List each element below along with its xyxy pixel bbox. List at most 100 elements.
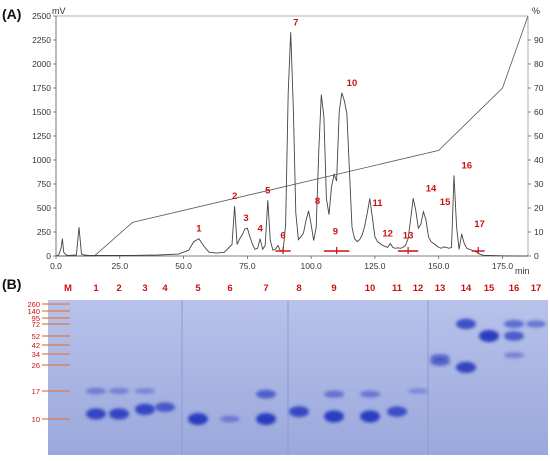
- marker-label: 42: [32, 341, 40, 350]
- lane-label: 13: [435, 283, 446, 294]
- peak-label: 16: [461, 160, 472, 171]
- y-tick-label: 1750: [32, 83, 51, 93]
- x-tick-label: 175.0: [492, 261, 514, 271]
- lane-label: 9: [331, 283, 336, 294]
- y2-tick-label: 40: [534, 155, 544, 165]
- peak-label: 3: [243, 213, 248, 224]
- gel-band: [188, 413, 208, 425]
- y2-tick-label: 60: [534, 107, 544, 117]
- peak-label: 15: [440, 197, 451, 208]
- lane-label: 12: [413, 283, 424, 294]
- y-tick-label: 0: [46, 251, 51, 261]
- lane-labels: M 1 2 3 4 5 6 7 8 9 10 11 12 13 14 15 16 17: [64, 283, 541, 294]
- lane-label: 16: [509, 283, 520, 294]
- gradient-line: [56, 15, 529, 257]
- y-tick-label: 750: [37, 179, 51, 189]
- y-tick-label: 500: [37, 203, 51, 213]
- gel-bands: [86, 318, 546, 425]
- x-tick-label: 150.0: [428, 261, 450, 271]
- gel-band: [324, 410, 344, 423]
- peak-label: 4: [257, 224, 263, 235]
- lane-label: 15: [484, 283, 495, 294]
- peak-label: 8: [315, 196, 320, 207]
- gel-band: [220, 415, 240, 423]
- marker-label: 10: [32, 415, 40, 424]
- lane-label: 1: [93, 283, 99, 294]
- gel-band: [256, 389, 276, 399]
- x-axis-unit: min: [515, 266, 530, 276]
- y2-tick-label: 50: [534, 131, 544, 141]
- gel-band: [109, 408, 129, 420]
- gel-band: [526, 320, 546, 328]
- gel-band: [504, 331, 524, 341]
- y-tick-label: 2250: [32, 35, 51, 45]
- y-tick-label: 250: [37, 227, 51, 237]
- peak-label: 11: [372, 198, 383, 209]
- peak-label: 1: [196, 224, 202, 235]
- gel-band: [86, 387, 106, 395]
- panel-a-label: (A): [2, 6, 21, 22]
- gel-section: [48, 300, 182, 455]
- y2-tick-label: 30: [534, 179, 544, 189]
- lane-label: 17: [531, 283, 542, 294]
- peak-label: 12: [382, 229, 393, 240]
- peak-label: 7: [293, 17, 298, 28]
- gel-band: [256, 413, 276, 425]
- y2-tick-label: 0: [534, 251, 539, 261]
- lane-label: 7: [263, 283, 268, 294]
- axis-ticks: 025050075010001250150017502000225025000.…: [32, 11, 544, 271]
- gel-band: [86, 408, 106, 420]
- gel-band: [456, 361, 476, 374]
- x-tick-label: 50.0: [175, 261, 192, 271]
- fraction-bars: [275, 247, 485, 254]
- gel-band: [408, 388, 428, 394]
- marker-label: 260: [27, 300, 40, 309]
- peak-label: 13: [403, 230, 414, 241]
- marker-label: 34: [32, 350, 40, 359]
- y2-tick-label: 20: [534, 203, 544, 213]
- gel-section: [182, 300, 288, 455]
- x-tick-label: 125.0: [364, 261, 386, 271]
- peak-label: 14: [426, 183, 437, 194]
- peak-label: 2: [232, 191, 237, 202]
- marker-label: 95: [32, 314, 40, 323]
- x-tick-label: 75.0: [239, 261, 256, 271]
- gel-band: [504, 320, 524, 328]
- gel-section: [288, 300, 428, 455]
- peak-label: 5: [265, 185, 271, 196]
- gel-band: [504, 352, 524, 359]
- lane-label: 6: [227, 283, 232, 294]
- y2-axis-unit: %: [532, 6, 540, 16]
- peak-label: 10: [347, 78, 358, 89]
- y-tick-label: 2000: [32, 59, 51, 69]
- lane-label: M: [64, 283, 72, 294]
- gel-band: [387, 406, 407, 417]
- gel-band: [456, 318, 476, 330]
- marker-label: 26: [32, 361, 40, 370]
- gel-band: [135, 388, 155, 394]
- gel-background: [48, 300, 548, 455]
- y-tick-label: 1500: [32, 107, 51, 117]
- y2-tick-label: 90: [534, 35, 544, 45]
- peak-label: 17: [474, 219, 485, 230]
- marker-label: 52: [32, 332, 40, 341]
- lane-label: 10: [365, 283, 376, 294]
- marker-label: 17: [32, 387, 40, 396]
- absorbance-trace: [55, 32, 528, 257]
- lane-label: 4: [162, 283, 168, 294]
- peak-label: 6: [280, 230, 285, 241]
- gel-band: [479, 330, 499, 342]
- gel-band: [289, 406, 309, 418]
- y-axis-unit: mV: [52, 6, 66, 16]
- y2-tick-label: 10: [534, 227, 544, 237]
- gel-band: [430, 353, 450, 362]
- peak-label: 9: [333, 227, 338, 238]
- marker-label: 72: [32, 320, 40, 329]
- gel-band: [155, 402, 175, 413]
- y-tick-label: 1000: [32, 155, 51, 165]
- lane-label: 8: [296, 283, 301, 294]
- lane-label: 2: [116, 283, 121, 294]
